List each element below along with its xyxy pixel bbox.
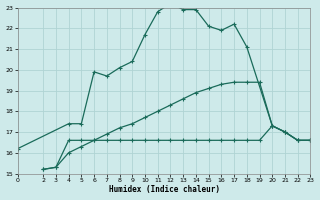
- X-axis label: Humidex (Indice chaleur): Humidex (Indice chaleur): [108, 185, 220, 194]
